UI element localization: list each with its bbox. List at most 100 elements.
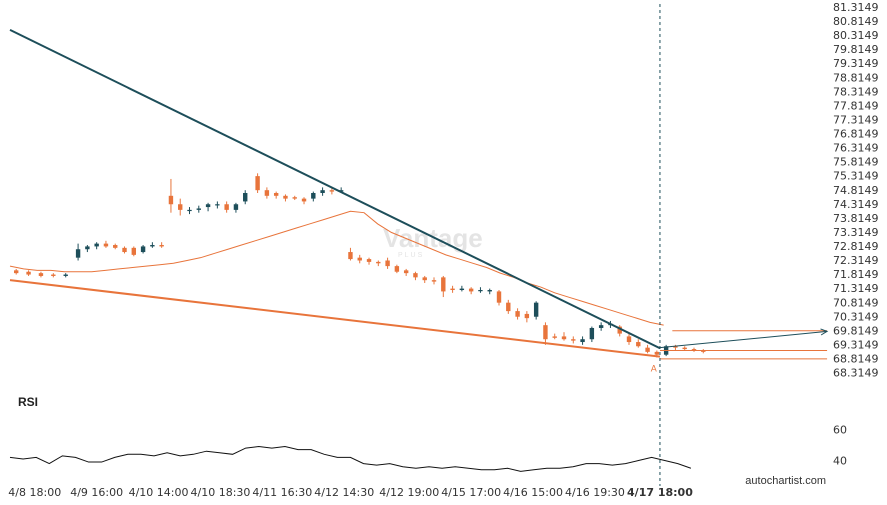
- candle: [636, 339, 641, 348]
- candle: [376, 260, 381, 267]
- candle: [682, 346, 687, 351]
- candle-body: [468, 288, 474, 292]
- candle-body: [311, 193, 316, 199]
- candle: [187, 207, 192, 215]
- resistance-trendline: [9, 29, 661, 350]
- candle: [131, 246, 136, 257]
- candle-body: [215, 204, 220, 206]
- candle-body: [178, 204, 183, 210]
- candle: [385, 257, 390, 269]
- y-tick-label: 79.3149: [833, 57, 879, 70]
- candle-body: [187, 209, 192, 212]
- candle: [122, 246, 127, 254]
- candle-body: [113, 245, 118, 248]
- y-tick-label: 75.8149: [833, 156, 879, 169]
- candle: [150, 242, 155, 248]
- y-tick-label: 69.8149: [833, 324, 879, 337]
- candle: [645, 344, 650, 354]
- y-tick-label: 81.3149: [833, 1, 879, 14]
- candle: [543, 322, 548, 345]
- candle-body: [506, 302, 511, 312]
- candle-body: [63, 274, 68, 276]
- candle-body: [701, 350, 706, 352]
- candle-body: [75, 249, 81, 258]
- y-tick-label: 76.8149: [833, 128, 879, 141]
- x-tick-label: 4/16 15:00: [503, 486, 563, 499]
- candle: [283, 194, 288, 202]
- candle: [524, 311, 530, 323]
- candle-body: [224, 204, 229, 210]
- candle: [292, 195, 297, 201]
- candle: [348, 247, 353, 261]
- candle: [273, 191, 279, 199]
- candle: [113, 243, 118, 250]
- candle-body: [598, 325, 604, 328]
- candle-body: [431, 280, 437, 282]
- candle-body: [38, 273, 44, 276]
- candle-body: [496, 291, 502, 303]
- rsi-panel: RSI 60 40: [9, 395, 847, 472]
- candle-body: [636, 342, 641, 347]
- candle: [394, 264, 400, 274]
- candle: [301, 197, 307, 205]
- x-tick-label: 4/16 19:30: [565, 486, 625, 499]
- y-tick-label: 74.8149: [833, 184, 879, 197]
- candle-body: [552, 336, 557, 338]
- candle-body: [682, 347, 687, 350]
- candle-body: [150, 245, 155, 247]
- candle: [403, 268, 409, 276]
- candle: [75, 243, 81, 261]
- candle: [233, 202, 239, 213]
- candle-body: [329, 190, 335, 192]
- candle: [366, 257, 372, 265]
- candle: [63, 273, 68, 278]
- candle-body: [94, 243, 99, 247]
- candle-body: [243, 193, 248, 202]
- candle-body: [51, 274, 56, 276]
- y-tick-label: 71.8149: [833, 268, 879, 281]
- candle: [701, 349, 706, 354]
- candle: [320, 187, 325, 196]
- y-tick-label: 76.3149: [833, 142, 879, 155]
- y-tick-label: 77.3149: [833, 113, 879, 126]
- candle-body: [580, 339, 585, 343]
- candle: [422, 275, 427, 283]
- candle-body: [131, 247, 136, 255]
- candle: [196, 205, 201, 213]
- candle-body: [292, 197, 297, 199]
- candle-body: [103, 243, 109, 247]
- candle-body: [26, 271, 31, 275]
- y-tick-label: 77.8149: [833, 99, 879, 112]
- candle: [441, 275, 446, 298]
- candle-body: [233, 204, 239, 210]
- candle-body: [441, 277, 446, 292]
- moving-average-line: [9, 210, 664, 326]
- candle-body: [357, 257, 362, 261]
- candle-body: [515, 311, 520, 317]
- support-trendline: [9, 279, 661, 358]
- candle-body: [487, 290, 492, 292]
- brand-label: autochartist.com: [745, 475, 826, 487]
- y-tick-label: 68.8149: [833, 352, 879, 365]
- candle: [178, 198, 183, 216]
- watermark-subtext: PLUS: [398, 252, 424, 259]
- candle-body: [673, 346, 678, 348]
- candle-body: [422, 277, 427, 281]
- candle-body: [561, 336, 567, 340]
- y-tick-label: 75.3149: [833, 170, 879, 183]
- candle-body: [413, 273, 418, 278]
- y-tick-label: 79.8149: [833, 43, 879, 56]
- candle: [413, 271, 418, 281]
- candle-body: [645, 347, 650, 352]
- x-tick-label: 4/10 18:30: [191, 486, 251, 499]
- candle-body: [85, 246, 90, 250]
- candle-body: [376, 261, 381, 264]
- candle-body: [320, 190, 325, 193]
- candle: [26, 270, 31, 276]
- candle: [478, 287, 483, 293]
- trendlines-layer: A: [9, 4, 829, 486]
- y-tick-label: 78.8149: [833, 71, 879, 84]
- y-tick-label: 70.3149: [833, 310, 879, 323]
- candle: [626, 333, 632, 345]
- candle-body: [159, 245, 164, 247]
